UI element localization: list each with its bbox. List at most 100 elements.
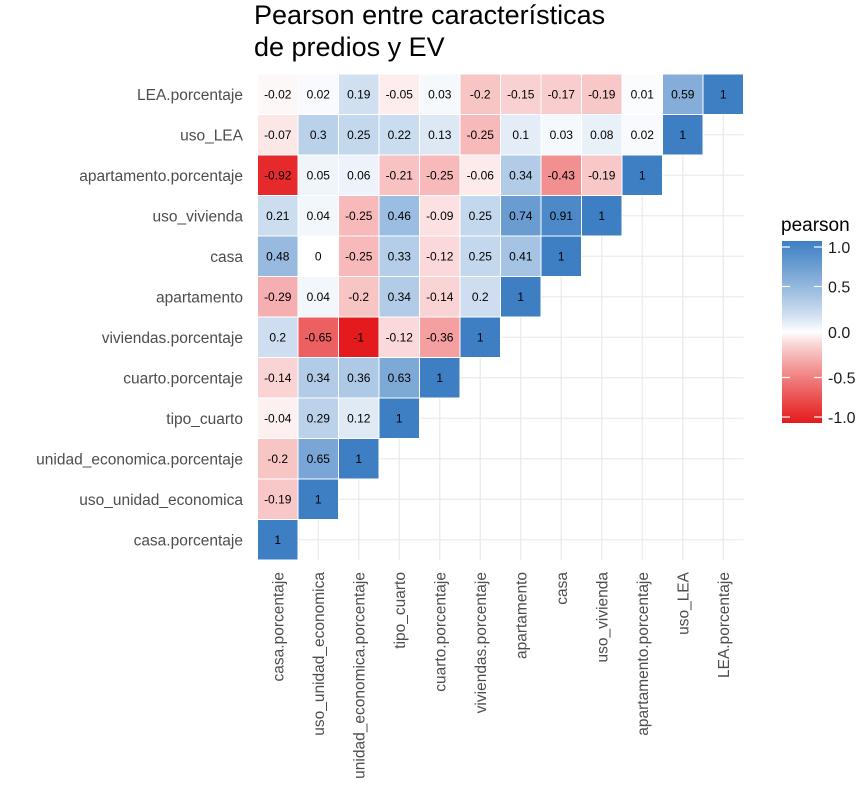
cell-value-label: -0.19 [588,88,616,102]
cell-value-label: -0.12 [386,331,414,345]
x-tick-label-uso-vivienda: uso_vivienda [594,572,611,663]
cell-value-label: 0.41 [509,250,533,264]
heatmap-cell [581,114,623,156]
heatmap-cell [338,276,380,318]
y-tick-label-uso-lea: uso_LEA [180,127,244,144]
y-tick-label-uso-unidad-economica: uso_unidad_economica [79,492,243,509]
cell-value-label: 1 [477,331,484,345]
cell-value-label: -0.19 [588,169,616,183]
heatmap-cell [459,73,501,115]
heatmap-cell [378,114,420,156]
cell-value-label: 0.65 [307,452,331,466]
heatmap-cell [662,114,704,156]
x-axis: casa.porcentaje uso_unidad_economica unida… [270,571,733,778]
heatmap-cell [500,154,542,196]
y-tick-label-apartamento-porcentaje: apartamento.porcentaje [79,168,243,185]
cell-value-label: 0.25 [469,250,493,264]
cell-value-label: -0.2 [470,88,491,102]
heatmap-cell [419,357,461,399]
heatmap-cell [419,235,461,277]
cell-value-label: -0.05 [386,88,414,102]
cell-value-label: -0.25 [345,209,373,223]
y-tick-label-unidad-economica-porcentaje: unidad_economica.porcentaje [36,451,243,468]
cell-value-label: 1 [639,169,646,183]
cell-value-label: 0.2 [269,331,286,345]
chart-title-line-1: Pearson entre características [254,0,605,30]
y-tick-label-viviendas-porcentaje: viviendas.porcentaje [102,330,243,347]
cell-value-label: 0.22 [388,128,412,142]
cell-value-label: 0.36 [347,371,371,385]
cell-value-label: -0.36 [426,331,454,345]
cell-value-label: -0.17 [548,88,576,102]
x-tick-label-uso-unidad-economica: uso_unidad_economica [311,572,328,736]
legend-tick-label: -0.5 [828,371,856,388]
x-tick-label-uso-lea: uso_LEA [675,571,692,635]
cell-value-label: -1 [353,331,364,345]
heatmap-cell [500,73,542,115]
heatmap-cell [257,73,299,115]
cell-value-label: 0.34 [307,371,331,385]
cell-value-label: 1 [315,493,322,507]
heatmap-cell [257,519,299,561]
cell-value-label: 0.59 [671,88,695,102]
heatmap-cell [581,195,623,237]
cell-value-label: 0.06 [347,169,371,183]
cell-value-label: 0.3 [310,128,327,142]
cell-value-label: 0.13 [428,128,452,142]
y-tick-label-casa: casa [210,249,243,266]
heatmap-cell [338,114,380,156]
cell-value-label: 0.74 [509,209,533,223]
cell-value-label: -0.25 [426,169,454,183]
heatmap-cell [257,154,299,196]
cell-value-label: 0.19 [347,88,371,102]
legend-tick-label: 0.5 [828,280,850,297]
cell-value-label: 1 [396,412,403,426]
cell-value-label: 0 [315,250,322,264]
y-tick-label-tipo-cuarto: tipo_cuarto [166,411,243,428]
cell-value-label: 0.04 [307,209,331,223]
legend-tick-label: 0.0 [828,325,850,342]
cell-value-label: -0.19 [264,493,292,507]
x-tick-label-unidad-economica-porcentaje: unidad_economica.porcentaje [351,572,368,779]
cell-value-label: 0.21 [266,209,290,223]
y-tick-label-apartamento: apartamento [156,289,243,306]
heatmap-cell [662,73,704,115]
legend-tick-label: 1.0 [828,240,850,257]
cell-value-label: 0.34 [388,290,412,304]
legend-tick-label: -1.0 [828,410,856,427]
cell-value-label: 1 [436,371,443,385]
y-tick-label-casa-porcentaje: casa.porcentaje [134,532,243,549]
heatmap-cell [581,73,623,115]
y-tick-label-uso-vivienda: uso_vivienda [153,208,244,225]
heatmap-cell [540,73,582,115]
heatmap-cell [338,195,380,237]
heatmap-cell [500,114,542,156]
heatmap-cell [419,316,461,358]
cell-value-label: 0.02 [307,88,331,102]
cell-value-label: 0.1 [512,128,529,142]
cell-value-label: -0.29 [264,290,292,304]
heatmap-cell [419,114,461,156]
cell-value-label: 0.46 [388,209,412,223]
cell-value-label: -0.2 [267,452,288,466]
x-tick-label-cuarto-porcentaje: cuarto.porcentaje [432,572,449,692]
heatmap-cell [378,235,420,277]
y-tick-label-cuarto-porcentaje: cuarto.porcentaje [123,370,243,387]
heatmap-cell [621,154,663,196]
cell-value-label: 0.12 [347,412,371,426]
cell-value-label: -0.43 [548,169,576,183]
cell-value-label: -0.25 [467,128,495,142]
heatmap-cell [338,154,380,196]
cell-value-label: -0.2 [348,290,369,304]
heatmap-cell [297,73,339,115]
x-tick-label-casa: casa [554,572,571,605]
heatmap-cell [419,73,461,115]
cell-value-label: -0.65 [305,331,333,345]
cell-value-label: 1 [558,250,565,264]
heatmap-cell [378,316,420,358]
y-tick-label-lea-porcentaje: LEA.porcentaje [137,87,243,104]
cell-value-label: 0.33 [388,250,412,264]
heatmap-cell [378,73,420,115]
heatmap-cell [540,235,582,277]
